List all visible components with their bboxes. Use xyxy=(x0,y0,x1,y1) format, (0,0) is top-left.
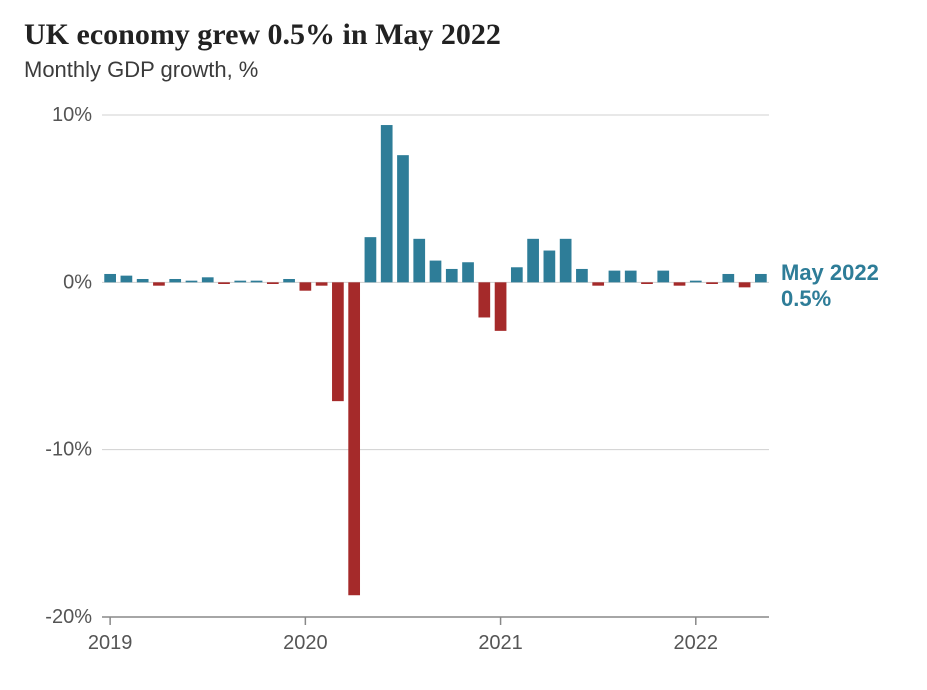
svg-text:-20%: -20% xyxy=(45,606,92,628)
svg-text:10%: 10% xyxy=(52,104,92,126)
bar xyxy=(755,273,767,281)
svg-text:2019: 2019 xyxy=(88,632,133,654)
gdp-bar-chart: 10% 0% -10% -20% 2019 2020 2021 2022 xyxy=(24,97,903,667)
bar xyxy=(348,282,360,595)
bar xyxy=(365,237,377,282)
bar xyxy=(495,282,507,331)
bar xyxy=(316,282,328,285)
bar xyxy=(511,267,523,282)
bar xyxy=(234,280,246,282)
bar xyxy=(104,273,116,281)
bar xyxy=(446,268,458,281)
bar xyxy=(722,273,734,281)
bar xyxy=(657,270,669,282)
bar xyxy=(560,238,572,282)
bar xyxy=(413,238,425,282)
bar xyxy=(397,155,409,282)
bar xyxy=(186,280,198,282)
bar xyxy=(332,282,344,401)
bar xyxy=(576,268,588,281)
svg-text:0%: 0% xyxy=(63,271,92,293)
bar xyxy=(674,282,686,285)
bar xyxy=(625,270,637,282)
bar xyxy=(739,282,751,287)
bar xyxy=(267,282,279,284)
bar xyxy=(169,278,181,281)
bar xyxy=(283,278,295,281)
bar xyxy=(251,280,263,282)
bar xyxy=(153,282,165,285)
bar xyxy=(430,260,442,282)
bar xyxy=(641,282,653,284)
callout-line2: 0.5% xyxy=(781,286,879,312)
bar xyxy=(527,238,539,282)
bar xyxy=(478,282,490,317)
chart-subtitle: Monthly GDP growth, % xyxy=(24,57,903,83)
page-root: UK economy grew 0.5% in May 2022 Monthly… xyxy=(0,0,927,690)
bar xyxy=(202,277,214,282)
svg-text:2020: 2020 xyxy=(283,632,328,654)
bar xyxy=(706,282,718,284)
bar xyxy=(462,262,474,282)
bar xyxy=(690,280,702,282)
bar xyxy=(218,282,230,284)
svg-text:-10%: -10% xyxy=(45,438,92,460)
bar xyxy=(592,282,604,285)
chart-title: UK economy grew 0.5% in May 2022 xyxy=(24,18,903,53)
svg-text:2022: 2022 xyxy=(674,632,719,654)
bar xyxy=(609,270,621,282)
chart-container: 10% 0% -10% -20% 2019 2020 2021 2022 May 2022 0… xyxy=(24,97,903,667)
callout-line1: May 2022 xyxy=(781,260,879,286)
bar xyxy=(300,282,312,290)
bar xyxy=(121,275,133,282)
latest-value-callout: May 2022 0.5% xyxy=(781,260,879,312)
svg-text:2021: 2021 xyxy=(478,632,523,654)
bar xyxy=(381,125,393,282)
bar xyxy=(137,278,149,281)
bar xyxy=(544,250,556,282)
